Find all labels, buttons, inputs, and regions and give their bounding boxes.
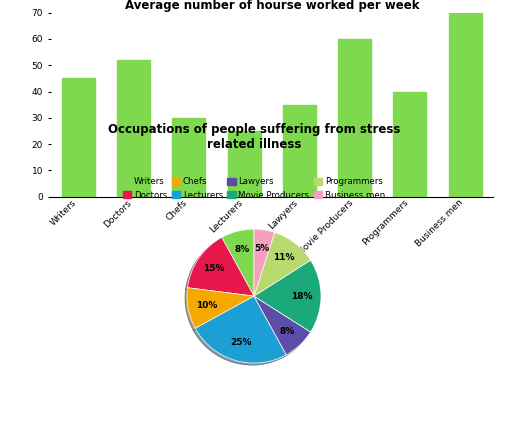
Bar: [228, 131, 261, 197]
Legend: Writers, Doctors, Chefs, Lecturers, Lawyers, Movie Producers, Programmers, Busin: Writers, Doctors, Chefs, Lecturers, Lawy…: [119, 174, 389, 203]
Text: 10%: 10%: [196, 301, 217, 310]
Text: 11%: 11%: [273, 253, 294, 263]
Bar: [449, 13, 482, 197]
Wedge shape: [195, 296, 287, 363]
Bar: [393, 91, 427, 197]
Wedge shape: [254, 229, 275, 296]
Bar: [338, 39, 371, 197]
Text: 8%: 8%: [234, 245, 249, 254]
Bar: [117, 60, 150, 197]
Bar: [283, 105, 316, 197]
Text: 25%: 25%: [230, 338, 251, 347]
Bar: [172, 118, 205, 197]
Wedge shape: [187, 237, 254, 296]
Title: Occupations of people suffering from stress
related illness: Occupations of people suffering from str…: [108, 123, 400, 151]
Wedge shape: [187, 288, 254, 328]
Wedge shape: [254, 296, 310, 355]
Wedge shape: [254, 232, 310, 296]
Wedge shape: [254, 260, 321, 332]
Text: 18%: 18%: [292, 291, 313, 301]
Text: 8%: 8%: [279, 327, 295, 336]
Text: 5%: 5%: [254, 244, 269, 253]
Text: 15%: 15%: [203, 264, 225, 274]
Wedge shape: [221, 229, 254, 296]
Text: Hours worked and stress levels amongst professionals in eight groups: Hours worked and stress levels amongst p…: [55, 405, 453, 415]
Title: Average number of hourse worked per week: Average number of hourse worked per week: [124, 0, 419, 11]
Bar: [62, 78, 95, 197]
